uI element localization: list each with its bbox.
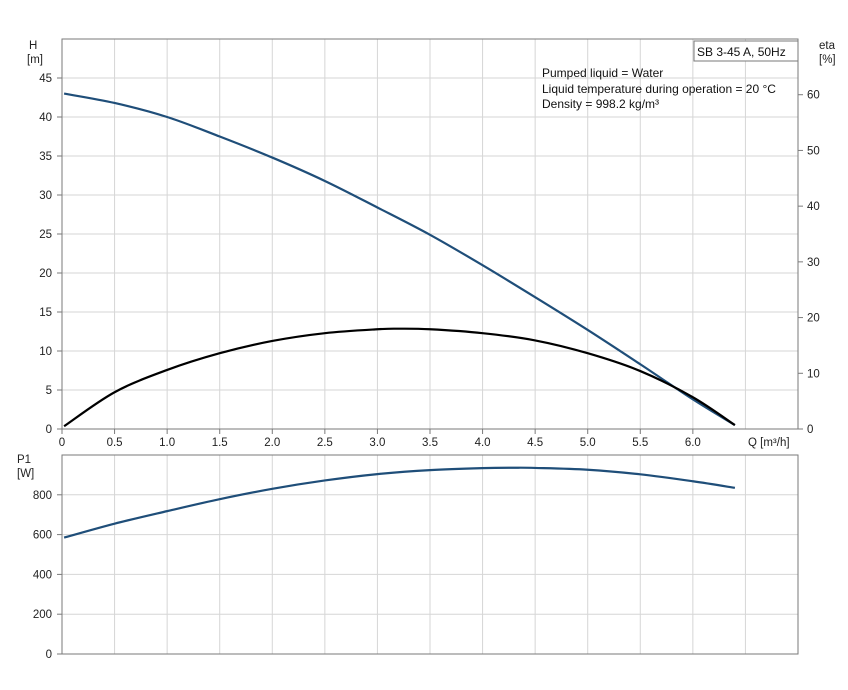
info-pumped-liquid: Pumped liquid = Water — [542, 66, 663, 80]
power-tick-label: 200 — [33, 609, 52, 621]
head-tick-label: 25 — [39, 229, 52, 241]
flow-tick-label: 5.0 — [580, 437, 596, 449]
eta-tick-label: 50 — [807, 145, 820, 157]
flow-tick-label: 4.5 — [527, 437, 543, 449]
power-axis-ticks: 0 200 400 600 800 — [33, 490, 62, 661]
eta-tick-label: 60 — [807, 90, 820, 102]
power-panel-frame — [61, 454, 799, 655]
flow-tick-label: 6.0 — [685, 437, 701, 449]
pump-model-box — [693, 40, 799, 62]
eta-axis-unit: [%] — [819, 54, 836, 66]
flow-axis-label: Q [m³/h] — [748, 437, 790, 449]
power-curve — [63, 466, 736, 539]
flow-tick-label: 4.0 — [475, 437, 491, 449]
head-tick-label: 30 — [39, 190, 52, 202]
eta-tick-label: 10 — [807, 368, 820, 380]
flow-tick-label: 1.0 — [159, 437, 175, 449]
head-curve — [63, 92, 736, 427]
head-axis-unit: [m] — [27, 54, 43, 66]
info-liquid-temperature: Liquid temperature during operation = 20… — [542, 82, 776, 96]
flow-tick-label: 0.5 — [107, 437, 123, 449]
power-tick-label: 600 — [33, 530, 52, 542]
head-efficiency-panel: 0 5 10 15 20 25 30 35 40 45 0 10 20 30 40 50 60 0 0.5 1.0… — [27, 38, 836, 449]
eta-axis-ticks: 0 10 20 30 40 50 60 — [798, 90, 820, 436]
power-axis-label: P1 — [17, 454, 31, 466]
head-tick-label: 10 — [39, 346, 52, 358]
flow-tick-label: 2.0 — [264, 437, 280, 449]
pump-model-label: SB 3-45 A, 50Hz — [697, 45, 786, 59]
eta-tick-label: 20 — [807, 313, 820, 325]
flow-tick-label: 1.5 — [212, 437, 228, 449]
power-panel: 0 200 400 600 800 P1 [W] — [17, 454, 799, 661]
power-tick-label: 800 — [33, 490, 52, 502]
eta-axis-label: eta — [819, 40, 836, 52]
eta-tick-label: 40 — [807, 201, 820, 213]
eta-tick-label: 30 — [807, 257, 820, 269]
efficiency-curve — [63, 327, 736, 428]
flow-tick-label: 3.5 — [422, 437, 438, 449]
flow-tick-label: 2.5 — [317, 437, 333, 449]
flow-axis-ticks: 0 0.5 1.0 1.5 2.0 2.5 3.0 3.5 4.0 4.5 5.0 5.5 6.0 — [59, 429, 701, 449]
eta-tick-label: 0 — [807, 424, 813, 436]
power-panel-grid — [61, 454, 798, 655]
info-density: Density = 998.2 kg/m³ — [542, 97, 659, 111]
flow-tick-label: 0 — [59, 437, 65, 449]
head-tick-label: 15 — [39, 307, 52, 319]
head-tick-label: 40 — [39, 112, 52, 124]
head-tick-label: 0 — [46, 424, 52, 436]
power-tick-label: 0 — [46, 649, 52, 661]
head-axis-label: H — [29, 40, 37, 52]
head-tick-label: 45 — [39, 73, 52, 85]
flow-tick-label: 3.0 — [369, 437, 385, 449]
head-tick-label: 35 — [39, 151, 52, 163]
head-tick-label: 20 — [39, 268, 52, 280]
power-axis-unit: [W] — [17, 468, 34, 480]
flow-tick-label: 5.5 — [632, 437, 648, 449]
head-tick-label: 5 — [46, 385, 52, 397]
power-tick-label: 400 — [33, 569, 52, 581]
head-axis-ticks: 0 5 10 15 20 25 30 35 40 45 — [39, 73, 62, 436]
